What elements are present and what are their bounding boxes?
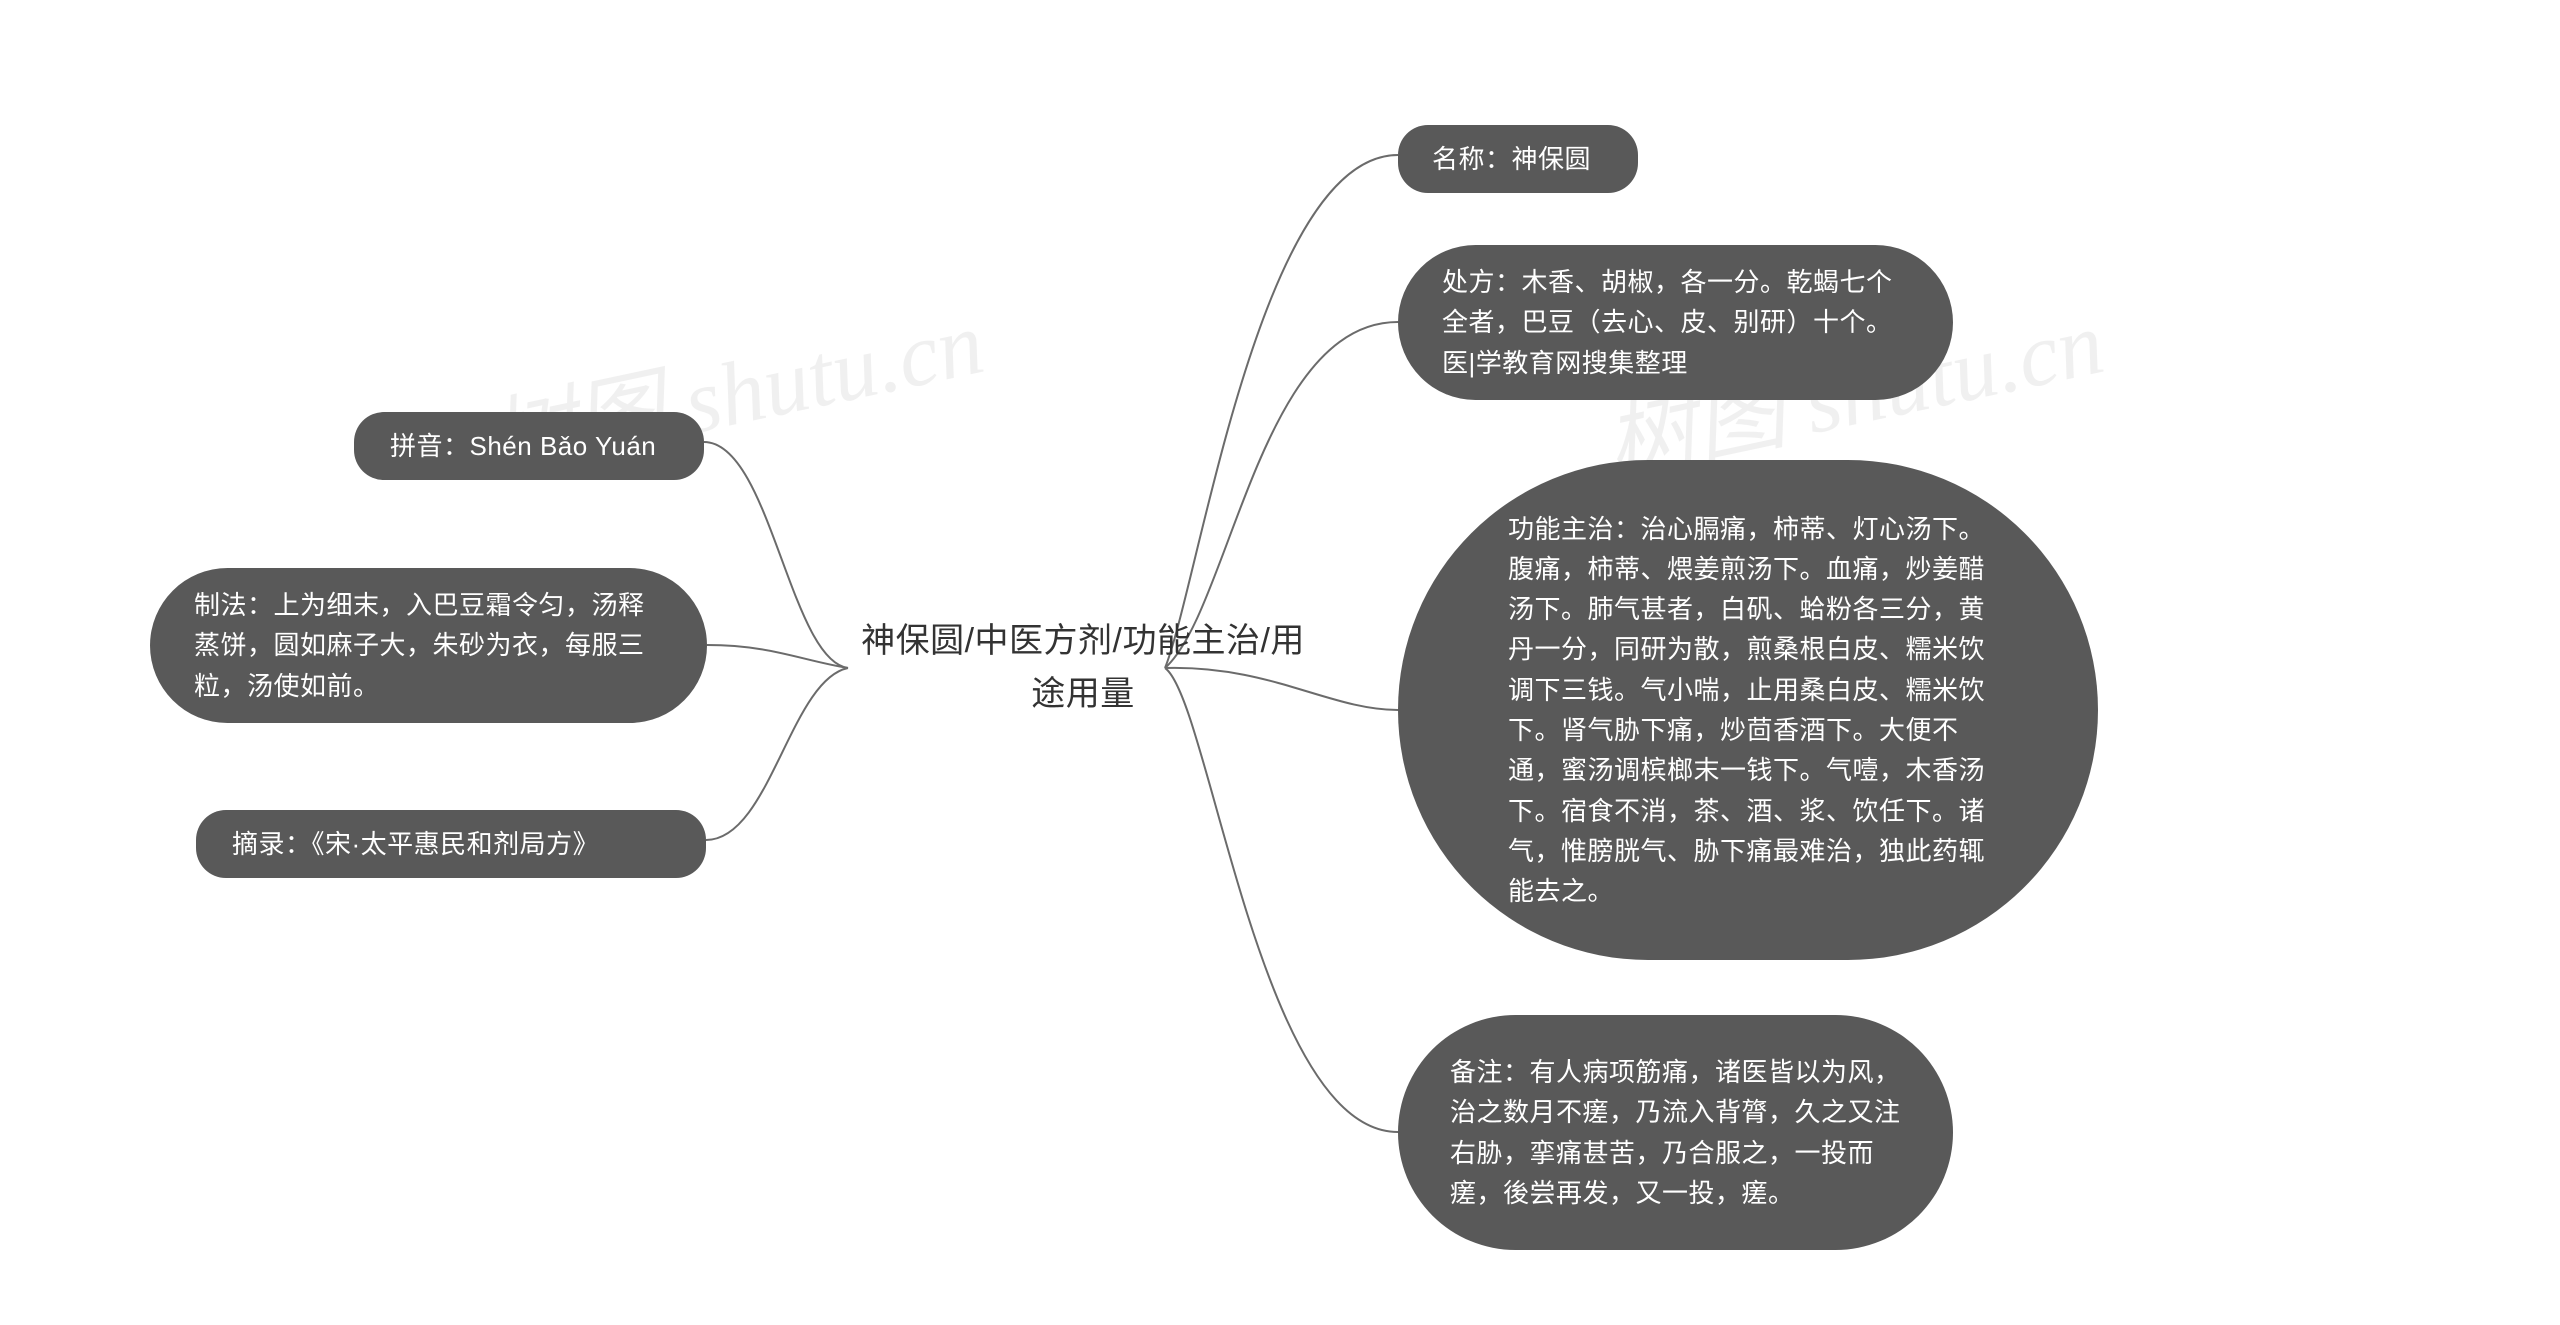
node-mingcheng: 名称：神保圆	[1398, 125, 1638, 193]
node-chufang: 处方：木香、胡椒，各一分。乾蝎七个全者，巴豆（去心、皮、别研）十个。医|学教育网…	[1398, 245, 1953, 400]
node-beizhu: 备注：有人病项筋痛，诸医皆以为风，治之数月不瘥，乃流入背膂，久之又注右胁，挛痛甚…	[1398, 1015, 1953, 1250]
node-gongneng-text: 功能主治：治心膈痛，柿蒂、灯心汤下。腹痛，柿蒂、煨姜煎汤下。血痛，炒姜醋汤下。肺…	[1508, 509, 1988, 912]
node-pinyin: 拼音：Shén Bǎo Yuán	[354, 412, 704, 480]
node-zhifa-text: 制法：上为细末，入巴豆霜令匀，汤释蒸饼，圆如麻子大，朱砂为衣，每服三粒，汤使如前…	[194, 585, 663, 706]
node-beizhu-text: 备注：有人病项筋痛，诸医皆以为风，治之数月不瘥，乃流入背膂，久之又注右胁，挛痛甚…	[1450, 1052, 1901, 1213]
center-node: 神保圆/中医方剂/功能主治/用途用量	[848, 620, 1318, 716]
node-zhailu-text: 摘录：《宋·太平惠民和剂局方》	[232, 824, 599, 864]
node-mingcheng-text: 名称：神保圆	[1432, 139, 1591, 179]
mindmap-canvas: 树图 shutu.cn 树图 shutu.cn 神保圆/中医方剂/功能主治/用途…	[0, 0, 2560, 1325]
node-gongneng: 功能主治：治心膈痛，柿蒂、灯心汤下。腹痛，柿蒂、煨姜煎汤下。血痛，炒姜醋汤下。肺…	[1398, 460, 2098, 960]
node-zhifa: 制法：上为细末，入巴豆霜令匀，汤释蒸饼，圆如麻子大，朱砂为衣，每服三粒，汤使如前…	[150, 568, 707, 723]
node-pinyin-text: 拼音：Shén Bǎo Yuán	[390, 426, 656, 466]
node-chufang-text: 处方：木香、胡椒，各一分。乾蝎七个全者，巴豆（去心、皮、别研）十个。医|学教育网…	[1442, 262, 1909, 383]
node-zhailu: 摘录：《宋·太平惠民和剂局方》	[196, 810, 706, 878]
center-node-text: 神保圆/中医方剂/功能主治/用途用量	[848, 615, 1318, 720]
